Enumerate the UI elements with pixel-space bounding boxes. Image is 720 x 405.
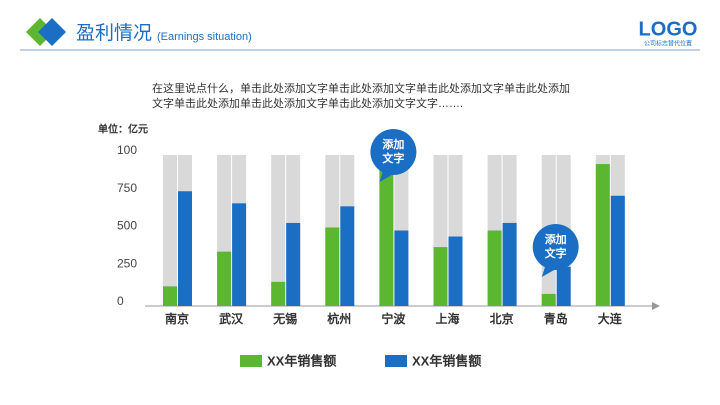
- unit-label: 单位：亿元: [98, 123, 148, 136]
- bar: [541, 293, 556, 306]
- intro-line: 在这里说点什么，单击此处添加文字单击此处添加文字单击此处添加文字单击此处添加: [152, 81, 570, 95]
- bar: [232, 203, 247, 306]
- callout-text: 文字: [382, 151, 404, 165]
- callout-bubble: [370, 129, 417, 175]
- axis-arrow: [652, 302, 660, 310]
- legend-swatch: [240, 355, 262, 367]
- x-tick-label: 大连: [598, 311, 623, 326]
- bar: [487, 230, 502, 306]
- logo-caption: 公司标志替代位置: [644, 40, 692, 48]
- x-tick-label: 北京: [490, 311, 514, 326]
- intro-line: 文字单击此处添加单击此处添加文字单击此处添加文字文字…….: [152, 96, 463, 110]
- callout-text: 添加: [545, 232, 567, 246]
- bar: [178, 191, 192, 306]
- y-tick-label: 500: [117, 219, 137, 233]
- x-tick-label: 青岛: [544, 311, 568, 326]
- y-tick-label: 750: [117, 181, 137, 195]
- subtitle: (Earnings situation): [157, 31, 252, 43]
- bar: [340, 206, 355, 306]
- bar: [325, 227, 340, 306]
- y-tick-label: 100: [117, 143, 137, 157]
- bar: [433, 247, 448, 306]
- x-tick-label: 武汉: [219, 311, 244, 326]
- title: 盈利情况: [76, 22, 152, 44]
- x-tick-label: 南京: [165, 311, 189, 326]
- logo-diamond: [38, 18, 66, 46]
- legend-swatch: [385, 355, 407, 367]
- bar: [556, 266, 571, 306]
- bar: [610, 195, 625, 306]
- legend-label: XX年销售额: [412, 353, 481, 368]
- legend-label: XX年销售额: [267, 353, 336, 368]
- bar: [286, 222, 301, 306]
- bar: [163, 286, 177, 306]
- y-tick-label: 250: [117, 256, 137, 270]
- bar: [502, 222, 517, 306]
- bar: [271, 281, 286, 306]
- y-tick-label: 0: [117, 294, 124, 308]
- bar: [394, 230, 409, 306]
- callout-text: 添加: [382, 137, 404, 151]
- callout-text: 文字: [545, 246, 567, 260]
- x-tick-label: 宁波: [381, 311, 406, 326]
- x-tick-label: 上海: [435, 311, 459, 326]
- x-tick-label: 无锡: [272, 311, 297, 326]
- bar-track: [163, 155, 177, 306]
- callout-bubble: [532, 224, 579, 270]
- bar: [217, 251, 232, 306]
- x-tick-label: 杭州: [327, 311, 351, 326]
- bar: [595, 164, 610, 306]
- bar: [448, 236, 463, 306]
- bar-track: [271, 155, 286, 306]
- logo: LOGO: [639, 18, 698, 40]
- bar: [379, 155, 394, 306]
